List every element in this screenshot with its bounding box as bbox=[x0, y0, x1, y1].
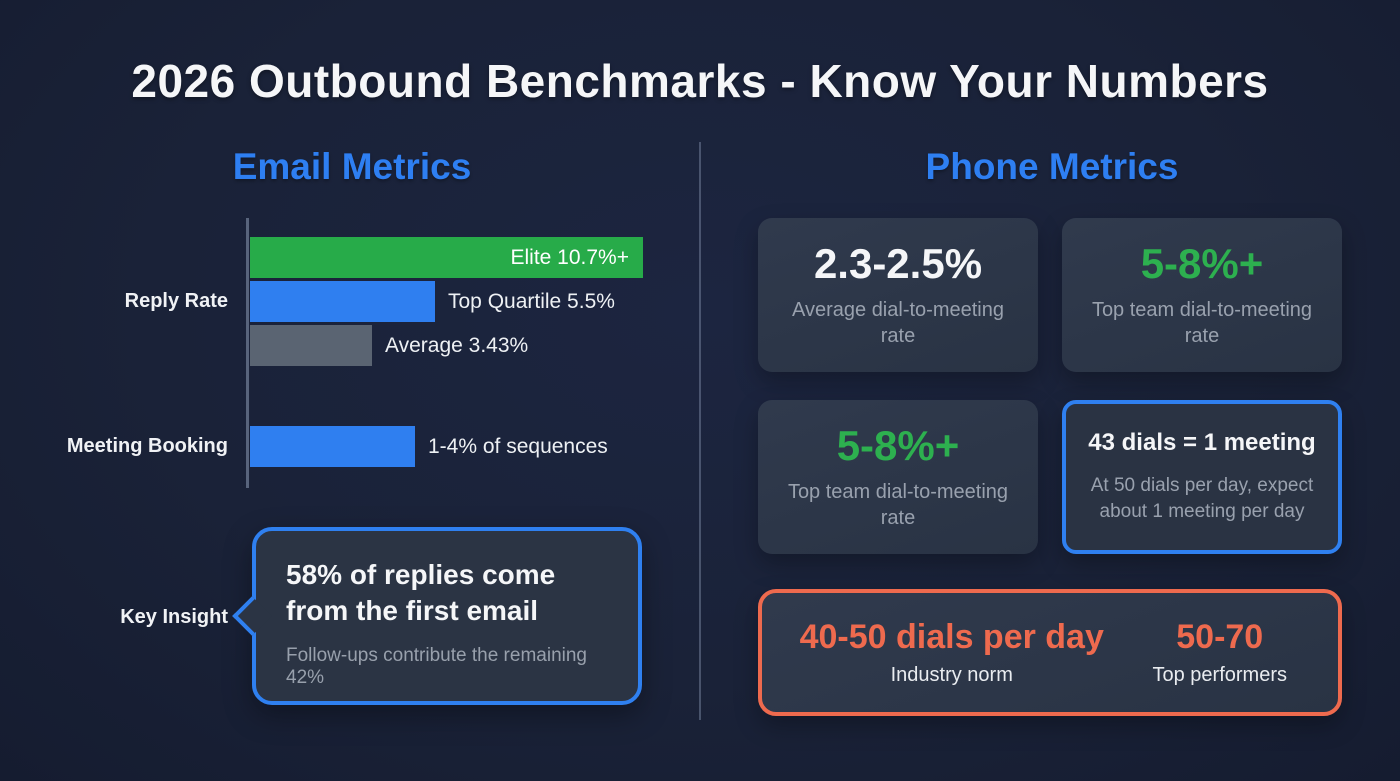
stat-title: 43 dials = 1 meeting bbox=[1088, 429, 1316, 457]
bar-label-meeting-booking: 1-4% of sequences bbox=[428, 434, 608, 458]
callout-tail-icon bbox=[232, 596, 272, 636]
key-insight-subtext: Follow-ups contribute the remaining 42% bbox=[286, 644, 587, 688]
bar-row-top-quartile: Top Quartile 5.5% bbox=[250, 281, 615, 322]
email-metrics-heading: Email Metrics bbox=[232, 146, 472, 187]
stat-value: 5-8%+ bbox=[836, 421, 960, 469]
stat-card-top-team-dial-rate: 5-8%+ Top team dial-to-meeting rate bbox=[1062, 218, 1342, 372]
bar-row-meeting-booking: 1-4% of sequences bbox=[250, 426, 608, 467]
dials-value: 40-50 dials per day bbox=[799, 618, 1104, 656]
phone-metrics-heading: Phone Metrics bbox=[925, 146, 1179, 187]
key-insight-callout: 58% of replies come from the first email… bbox=[232, 527, 642, 705]
chart-y-axis bbox=[246, 218, 249, 488]
key-insight-label: Key Insight bbox=[120, 606, 228, 628]
stat-label: Top team dial-to-meeting rate bbox=[787, 481, 1009, 530]
dials-stat-industry-norm: 40-50 dials per day Industry norm bbox=[782, 618, 1121, 687]
dials-value: 50-70 bbox=[1176, 618, 1264, 656]
category-label-meeting-booking: Meeting Booking bbox=[66, 435, 228, 457]
bar-meeting-booking bbox=[250, 426, 415, 467]
bar-elite: Elite 10.7%+ bbox=[250, 237, 643, 278]
bar-row-elite: Elite 10.7%+ bbox=[250, 237, 643, 278]
stat-subtext: At 50 dials per day, expect about 1 meet… bbox=[1090, 475, 1314, 522]
dials-per-day-card: 40-50 dials per day Industry norm 50-70 … bbox=[758, 589, 1342, 716]
stat-card-top-team-dial-rate-2: 5-8%+ Top team dial-to-meeting rate bbox=[758, 400, 1038, 554]
bar-label-elite: Elite 10.7%+ bbox=[510, 245, 630, 269]
bar-row-average: Average 3.43% bbox=[250, 325, 528, 366]
stat-value: 5-8%+ bbox=[1140, 239, 1264, 287]
bar-average bbox=[250, 325, 372, 366]
stat-value: 2.3-2.5% bbox=[813, 239, 983, 287]
bar-top-quartile bbox=[250, 281, 435, 322]
stat-card-average-dial-rate: 2.3-2.5% Average dial-to-meeting rate bbox=[758, 218, 1038, 372]
dials-label: Top performers bbox=[1152, 664, 1287, 686]
dials-stat-top-performers: 50-70 Top performers bbox=[1121, 618, 1318, 687]
section-divider bbox=[699, 142, 701, 720]
dials-label: Industry norm bbox=[890, 664, 1013, 686]
key-insight-heading: 58% of replies come from the first email bbox=[286, 559, 556, 627]
stat-card-dials-per-meeting: 43 dials = 1 meeting At 50 dials per day… bbox=[1062, 400, 1342, 554]
page-title: 2026 Outbound Benchmarks - Know Your Num… bbox=[131, 55, 1269, 107]
stat-label: Average dial-to-meeting rate bbox=[792, 299, 1004, 348]
bar-label-average: Average 3.43% bbox=[385, 333, 529, 357]
category-label-reply-rate: Reply Rate bbox=[124, 290, 228, 312]
bar-label-top-quartile: Top Quartile 5.5% bbox=[448, 289, 615, 313]
stat-label: Top team dial-to-meeting rate bbox=[1091, 299, 1313, 348]
